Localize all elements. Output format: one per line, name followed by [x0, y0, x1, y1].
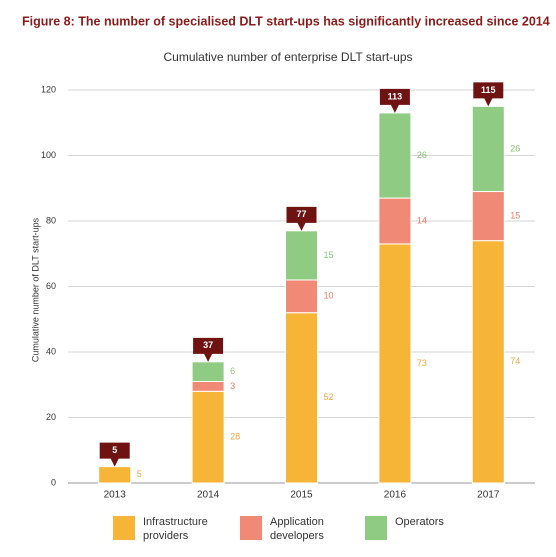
legend-swatch	[113, 516, 135, 540]
bar-segment	[285, 230, 318, 281]
x-tick-label: 2017	[477, 490, 500, 501]
legend-swatch	[240, 516, 262, 540]
total-callout	[473, 82, 504, 107]
bar-segment	[378, 243, 412, 484]
chart-title: Figure 8: The number of specialised DLT …	[22, 14, 550, 28]
x-tick-label: 2016	[384, 490, 407, 501]
legend-label: Application developers	[270, 516, 324, 542]
value-label: 26	[510, 143, 520, 153]
bar-segment	[191, 361, 225, 382]
legend-swatch	[365, 516, 387, 540]
value-label: 10	[324, 291, 334, 301]
value-label: 15	[510, 210, 520, 220]
y-tick-label: 100	[41, 150, 56, 160]
x-tick-label: 2014	[197, 490, 220, 501]
total-callout	[193, 337, 224, 362]
legend-label: Operators	[395, 516, 444, 528]
total-callout	[99, 442, 130, 467]
total-label: 5	[112, 445, 117, 455]
y-tick-label: 80	[46, 215, 56, 225]
total-label: 115	[481, 85, 496, 95]
y-tick-label: 60	[46, 281, 56, 291]
total-callout	[379, 88, 410, 113]
y-tick-label: 20	[46, 412, 56, 422]
y-tick-label: 120	[41, 84, 56, 94]
bar-segment	[378, 197, 412, 245]
value-label: 15	[324, 250, 334, 260]
bar-segment	[191, 380, 225, 392]
chart-subtitle: Cumulative number of enterprise DLT star…	[164, 50, 413, 64]
value-label: 14	[417, 215, 427, 225]
bar-segment	[471, 191, 505, 242]
y-tick-label: 40	[46, 346, 56, 356]
bar-segment	[378, 112, 412, 199]
total-callout	[286, 206, 317, 231]
x-tick-label: 2013	[104, 490, 127, 501]
value-label: 28	[230, 432, 240, 442]
total-label: 77	[296, 209, 306, 219]
bar-segment	[471, 240, 505, 484]
value-label: 6	[230, 366, 235, 376]
value-label: 52	[324, 392, 334, 402]
bar-segment	[285, 279, 318, 314]
bar-segment	[285, 312, 318, 484]
bar-segment	[191, 390, 225, 484]
total-label: 37	[203, 340, 213, 350]
x-tick-label: 2015	[290, 490, 313, 501]
y-tick-label: 0	[51, 477, 56, 487]
value-label: 73	[417, 358, 427, 368]
bar-segment	[98, 466, 132, 484]
value-label: 5	[137, 469, 142, 479]
bar-segment	[471, 105, 505, 193]
y-axis-label: Cumulative number of DLT start-ups	[30, 217, 40, 362]
value-label: 26	[417, 150, 427, 160]
value-label: 3	[230, 381, 235, 391]
value-label: 74	[510, 356, 520, 366]
legend-label: Infrastructure providers	[143, 516, 208, 542]
total-label: 113	[388, 91, 403, 101]
